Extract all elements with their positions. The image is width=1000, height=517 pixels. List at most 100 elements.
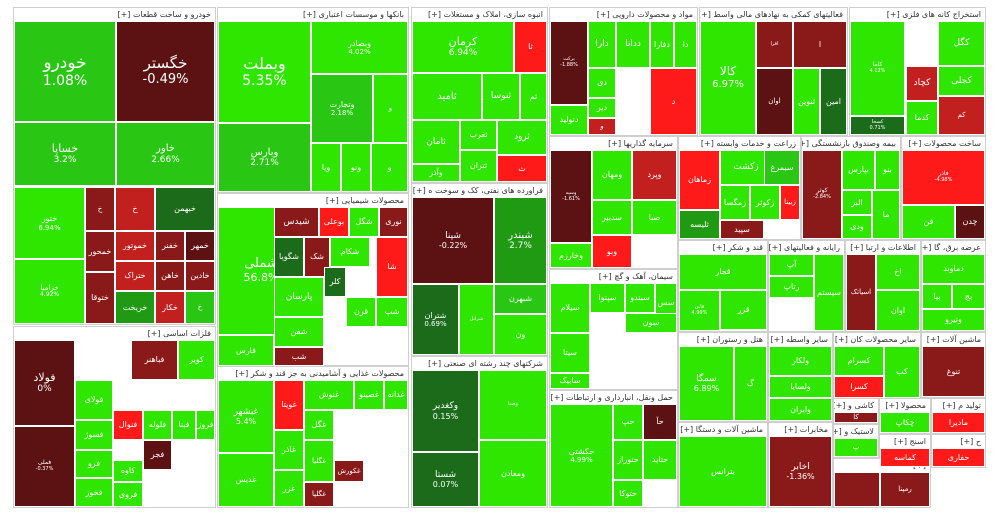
stock-tile[interactable]: اسیاتک <box>846 254 876 331</box>
stock-tile[interactable]: قجار <box>679 254 767 290</box>
sector-header[interactable]: فراورده های نفتی، کک و سوخت ه [+] <box>412 184 547 198</box>
stock-tile[interactable]: کجلی <box>938 66 985 96</box>
stock-tile[interactable]: زماهان <box>679 150 720 210</box>
stock-tile[interactable]: فولاد 0% <box>14 340 75 426</box>
stock-tile[interactable]: بنو <box>875 150 900 190</box>
stock-tile[interactable]: غگل <box>304 410 334 440</box>
stock-tile[interactable]: ودی <box>842 215 872 239</box>
stock-tile[interactable]: ثامید <box>412 73 482 120</box>
stock-tile[interactable]: پارسان <box>274 277 324 317</box>
stock-tile[interactable]: ثلیسه <box>679 210 720 239</box>
stock-tile[interactable]: دارا <box>588 21 616 68</box>
stock-tile[interactable]: شگل <box>349 207 379 237</box>
stock-tile[interactable]: حکشتی 4.99% <box>550 404 613 507</box>
stock-tile[interactable]: قابی 4.99% <box>679 290 720 331</box>
stock-tile[interactable]: کاوه <box>113 460 143 482</box>
stock-tile[interactable]: سپنوا <box>590 283 625 313</box>
stock-tile[interactable]: چکاپ <box>880 412 930 433</box>
stock-tile[interactable]: فارس <box>218 335 274 366</box>
sector-header[interactable]: سرمایه گذاریها [+] <box>550 137 677 151</box>
stock-tile[interactable]: فباهنر <box>131 340 178 380</box>
stock-tile[interactable]: دماوند <box>922 254 985 284</box>
stock-tile[interactable]: فبنا <box>172 410 196 440</box>
sector-header[interactable]: اطلاعات و ارتبا [+] <box>846 241 920 255</box>
stock-tile[interactable]: ثغرب <box>460 120 497 150</box>
stock-tile[interactable]: ما <box>872 190 900 239</box>
stock-tile[interactable]: زبینا <box>780 185 800 220</box>
stock-tile[interactable]: شبهرن <box>494 284 547 314</box>
stock-tile[interactable]: شگویا <box>274 237 304 277</box>
stock-tile[interactable]: فن <box>902 205 955 239</box>
stock-tile[interactable]: خودرو 1.08% <box>14 21 116 122</box>
stock-tile[interactable]: ثا <box>514 21 547 73</box>
sector-header[interactable]: عرضه برق، گا [+] <box>922 241 985 255</box>
stock-tile[interactable]: بوعلی <box>319 207 349 237</box>
sector-header[interactable]: مواد و محصولات دارویی [+] <box>550 8 697 22</box>
sector-header[interactable]: حمل ونقل، انبارداری و ارتباطات [+] <box>550 391 677 405</box>
sector-header[interactable]: زراعت و خدمات وابسته [+] <box>679 137 800 151</box>
stock-tile[interactable]: خساپا 3.2% <box>14 122 116 186</box>
stock-tile[interactable]: ومعادن <box>479 440 547 507</box>
sector-header[interactable]: قند و شکر [+] <box>679 241 767 255</box>
stock-tile[interactable]: سمگا 6.89% <box>679 346 734 421</box>
stock-tile[interactable]: نوری <box>379 207 408 237</box>
stock-tile[interactable]: سیتا <box>550 333 590 373</box>
stock-tile[interactable]: ثنوسا <box>482 73 520 120</box>
sector-header[interactable]: هتل و رستوران [+] <box>679 333 767 347</box>
stock-tile[interactable]: خبهمن <box>155 187 215 231</box>
stock-tile[interactable]: و <box>373 74 408 143</box>
stock-tile[interactable]: کم <box>938 96 985 135</box>
stock-tile[interactable]: فسوژ <box>75 420 113 450</box>
sector-header[interactable]: شرکتهای چند رشته ای صنعتی [+] <box>412 357 547 371</box>
stock-tile[interactable]: بترانس <box>679 436 767 507</box>
stock-tile[interactable]: فخوز <box>75 478 113 507</box>
stock-tile[interactable]: وپرد <box>632 150 677 200</box>
stock-tile[interactable]: و <box>371 143 408 192</box>
stock-tile[interactable]: شرانل <box>459 284 494 355</box>
sector-header[interactable]: بانکها و موسسات اعتباری [+] <box>218 8 408 22</box>
stock-tile[interactable]: قزر <box>720 290 767 330</box>
stock-tile[interactable]: ون <box>494 314 547 355</box>
stock-tile[interactable]: دا <box>674 21 697 68</box>
sector-header[interactable]: استخراج کانه های فلزی [+] <box>850 8 985 22</box>
stock-tile[interactable]: وآذر <box>412 164 460 182</box>
stock-tile[interactable]: شستا 0.07% <box>412 452 479 507</box>
stock-tile[interactable]: کدما <box>906 101 938 135</box>
stock-tile[interactable]: ثنوین <box>793 68 820 135</box>
stock-tile[interactable]: حآ <box>643 404 677 440</box>
stock-tile[interactable]: وصنا <box>479 370 547 440</box>
stock-tile[interactable]: غدانه <box>384 380 408 410</box>
sector-header[interactable]: ساخت محصولات [+] <box>902 137 985 151</box>
stock-tile[interactable] <box>834 472 880 507</box>
sector-header[interactable]: سیمان، آهک و گچ [+] <box>550 270 677 284</box>
sector-header[interactable]: کاشی و [+] <box>834 399 878 413</box>
stock-tile[interactable]: ختراک <box>115 261 155 291</box>
stock-tile[interactable]: کسرا <box>834 376 884 398</box>
stock-tile[interactable]: غگلیا <box>304 440 334 482</box>
stock-tile[interactable]: حپ <box>613 404 643 440</box>
stock-tile[interactable]: سدبیر <box>592 200 632 235</box>
stock-tile[interactable]: دی <box>588 68 616 98</box>
stock-tile[interactable]: وخارزم <box>550 243 592 268</box>
stock-tile[interactable]: غدیس <box>218 453 274 507</box>
stock-tile[interactable]: ختور 6.94% <box>14 187 85 259</box>
stock-tile[interactable]: خ <box>185 291 215 324</box>
stock-tile[interactable]: رتاپ <box>769 276 814 298</box>
stock-tile[interactable]: غبشهر 5.4% <box>218 380 274 453</box>
sector-header[interactable]: خودرو و ساخت قطعات [+] <box>14 8 215 22</box>
stock-tile[interactable]: فرو <box>75 450 113 478</box>
stock-tile[interactable]: پ <box>834 438 878 457</box>
stock-tile[interactable]: سون <box>625 313 677 333</box>
stock-tile[interactable]: بیا <box>922 284 952 309</box>
stock-tile[interactable]: دفارا <box>650 21 674 68</box>
stock-tile[interactable]: خ <box>85 187 115 231</box>
stock-tile[interactable]: بپارس <box>842 150 875 190</box>
stock-tile[interactable]: خاهن <box>155 261 185 291</box>
stock-tile[interactable]: فجر <box>143 440 172 470</box>
stock-tile[interactable]: ددانا <box>616 21 650 68</box>
stock-tile[interactable]: شتران 0.69% <box>412 284 459 355</box>
stock-tile[interactable]: بج <box>952 284 985 309</box>
stock-tile[interactable]: گ <box>734 346 767 421</box>
stock-tile[interactable]: فلوله <box>143 410 172 440</box>
stock-tile[interactable]: اخابر -1.36% <box>769 436 832 507</box>
